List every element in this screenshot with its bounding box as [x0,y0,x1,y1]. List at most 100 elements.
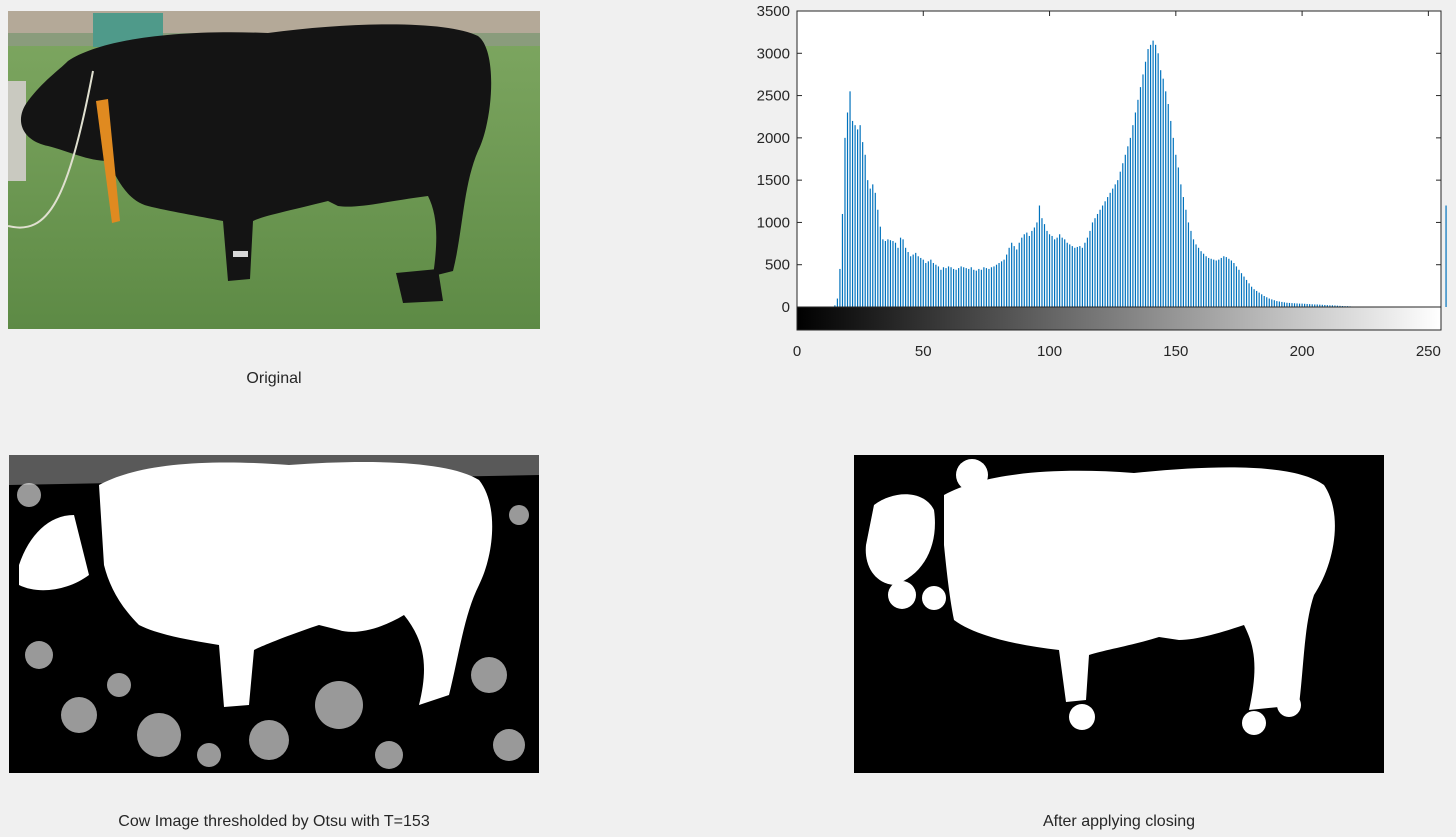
histogram-bar [1079,246,1081,307]
histogram-bar [1283,302,1286,307]
histogram-bar [955,269,957,307]
histogram-bar [1268,298,1270,307]
histogram-bar [1147,49,1149,308]
x-tick-label: 150 [1163,343,1188,360]
histogram-bar [1028,235,1030,307]
histogram-bar [1142,74,1144,308]
x-tick-label: 250 [1416,343,1441,360]
histogram-bar [1223,256,1225,307]
histogram-bar [1326,305,1328,307]
histogram-bar [1023,234,1025,307]
histogram-bar [1288,302,1291,307]
histogram-bars [834,40,1447,308]
histogram-bar [952,268,955,307]
histogram-bar [1003,259,1005,307]
y-tick-label: 3000 [757,45,790,62]
histogram-bar [1165,91,1167,307]
x-tick-label: 100 [1037,343,1062,360]
histogram-bar [879,226,881,307]
histogram-bar [844,137,846,307]
histogram-bar [1048,234,1051,307]
histogram-bar [1124,154,1126,307]
histogram-bar [958,268,960,307]
histogram-bar [1144,61,1147,307]
histogram-bar [1013,246,1015,307]
histogram-bar [1185,209,1187,307]
closing-mask [854,455,1384,773]
closing-image [854,455,1384,773]
histogram-bar [882,239,884,307]
histogram-bar [1263,296,1265,307]
histogram-bar [1021,237,1023,307]
histogram-bar [902,239,904,307]
histogram-bar [869,188,871,307]
histogram-bar [970,267,972,307]
histogram-bar [1114,184,1116,307]
cow-shape [20,24,492,281]
histogram-bar [1008,247,1010,307]
histogram-bar [925,263,927,307]
y-axis-ticks: 0 500 1000 1500 2000 2500 3000 3500 [757,3,1441,316]
histogram-bar [1089,230,1091,307]
histogram-bar [927,261,929,307]
histogram-bar [1033,227,1035,307]
histogram-bar [983,267,985,307]
histogram-bar [978,268,980,307]
histogram-bar [846,112,849,308]
histogram-bar [1064,239,1066,307]
histogram-bar [1059,234,1061,307]
histogram-bar [1160,70,1162,307]
histogram-bar [1261,294,1263,307]
thresholded-caption: Cow Image thresholded by Otsu with T=153 [118,813,430,830]
histogram-bar [1341,305,1344,307]
histogram-bar [960,266,962,307]
x-tick-label: 200 [1290,343,1315,360]
histogram-bar [1250,286,1253,307]
histogram-bar [1213,259,1215,307]
cow-silhouette [99,461,493,707]
histogram-bar [1127,146,1129,307]
histogram-bar [975,270,977,307]
histogram-bar [1074,247,1076,307]
original-caption: Original [246,370,302,387]
histogram-bar [1314,304,1316,307]
histogram-bar [1066,242,1068,307]
histogram-bar [912,254,914,307]
histogram-bar [1225,257,1227,307]
histogram-bar [1203,253,1205,307]
grayscale-colorbar [796,306,1442,331]
histogram-bar [1235,266,1238,307]
histogram-bar [1101,205,1104,307]
histogram-bar [1248,283,1250,307]
histogram-bar [1197,247,1200,307]
histogram-bar [1258,292,1260,307]
histogram-bar [1094,218,1096,307]
histogram-bar [1069,244,1071,307]
histogram-bar [1182,197,1184,307]
histogram-bar [1152,40,1154,307]
histogram-bar [950,267,952,307]
histogram-bar [1324,304,1326,307]
histogram-bar [1331,305,1333,307]
histogram-bar [1056,237,1058,307]
y-tick-label: 2000 [757,130,790,147]
histogram-bar [1177,167,1179,307]
histogram-bar [1200,251,1202,307]
histogram-bar [1233,263,1235,307]
histogram-bar [864,154,866,307]
histogram-bar [1240,273,1243,307]
histogram-bar [892,241,894,307]
histogram-bar [1036,222,1038,307]
histogram-bar [889,240,892,307]
histogram-bar [1137,99,1139,307]
y-tick-label: 2500 [757,88,790,105]
closed-cow-silhouette [944,467,1335,710]
histogram-bar [1076,246,1078,307]
histogram-bar [1112,188,1114,307]
x-axis-ticks: 0 50 100 150 200 250 [793,11,1441,360]
x-tick-label: 50 [915,343,932,360]
histogram-bar [1445,205,1447,307]
histogram-chart: 0 500 1000 1500 2000 2500 3000 3500 0 50 100 150 20… [757,3,1447,360]
histogram-bar [1339,305,1341,307]
y-tick-label: 500 [765,257,790,274]
